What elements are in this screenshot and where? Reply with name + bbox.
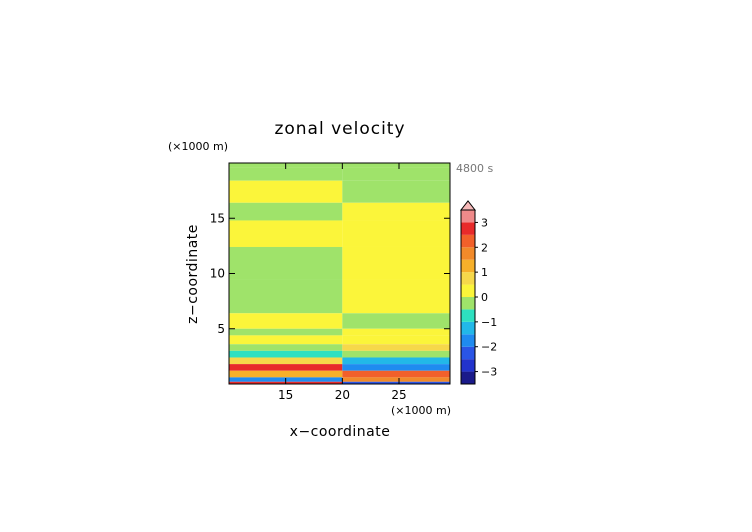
x-tick-label: 15	[278, 388, 293, 402]
colorbar-swatch	[461, 272, 475, 285]
field-band-right	[342, 364, 450, 371]
field-band-left	[229, 364, 343, 371]
colorbar-tick-label: −2	[481, 341, 497, 354]
colorbar-tick-label: 2	[481, 241, 488, 254]
field-band-right	[342, 377, 450, 382]
field-band-left	[229, 335, 343, 345]
plot-area: 15 20 25 5 10 15	[210, 162, 451, 402]
chart-title: zonal velocity	[274, 119, 405, 139]
x-tick-label: 25	[391, 388, 406, 402]
x-unit-label: (×1000 m)	[391, 404, 451, 417]
colorbar-swatch	[461, 259, 475, 273]
field-band-right	[342, 335, 450, 345]
colorbar-swatch	[461, 309, 475, 322]
field-band-left	[229, 370, 343, 378]
y-tick-label: 10	[210, 267, 225, 281]
field-band-right	[342, 328, 450, 336]
field-band-left	[229, 167, 343, 181]
field-band-right	[342, 279, 450, 314]
field-band-right	[342, 357, 450, 365]
colorbar-swatch	[461, 284, 475, 297]
field-band-right	[342, 163, 450, 168]
field-band-right	[342, 246, 450, 280]
colorbar-swatch	[461, 346, 475, 360]
field-band-left	[229, 357, 343, 365]
field-band-right	[342, 344, 450, 351]
field-band-left	[229, 313, 343, 329]
colorbar-swatch	[461, 210, 475, 223]
field-band-right	[342, 370, 450, 378]
y-axis-label: z−coordinate	[185, 224, 201, 324]
field-band-left	[229, 246, 343, 280]
field-band-right	[342, 350, 450, 358]
field-band-left	[229, 279, 343, 314]
y-tick-label: 15	[210, 211, 225, 225]
field-band-left	[229, 220, 343, 247]
colorbar-swatch	[461, 359, 475, 372]
colorbar-tick-label: 3	[481, 216, 488, 229]
field-band-right	[342, 220, 450, 247]
colorbar-swatch	[461, 234, 475, 248]
field-band-right	[342, 202, 450, 221]
colorbar-tick-label: 1	[481, 266, 488, 279]
colorbar-swatch	[461, 321, 475, 335]
colorbar: 3 2 1 0 −1 −2 −3	[459, 200, 497, 385]
field-band-right	[342, 381, 450, 384]
field-band-left	[229, 328, 343, 336]
field-band-left	[229, 202, 343, 221]
field-band-right	[342, 180, 450, 203]
y-unit-label: (×1000 m)	[168, 140, 228, 153]
y-tick-label: 5	[217, 322, 225, 336]
time-label: 4800 s	[456, 162, 493, 175]
x-tick-label: 20	[335, 388, 350, 402]
colorbar-swatch	[461, 334, 475, 347]
colorbar-overflow-triangle	[459, 200, 477, 211]
field-band-left	[229, 350, 343, 358]
colorbar-swatch	[461, 247, 475, 260]
colorbar-tick-label: 0	[481, 291, 488, 304]
colorbar-swatch	[461, 297, 475, 310]
colorbar-swatch	[461, 371, 475, 384]
x-axis-label: x−coordinate	[290, 424, 391, 440]
field-band-right	[342, 167, 450, 181]
field-band-left	[229, 344, 343, 351]
field-band-left	[229, 180, 343, 203]
colorbar-swatch	[461, 222, 475, 235]
colorbar-tick-label: −3	[481, 366, 497, 379]
colorbar-tick-label: −1	[481, 316, 497, 329]
field-band-right	[342, 313, 450, 329]
